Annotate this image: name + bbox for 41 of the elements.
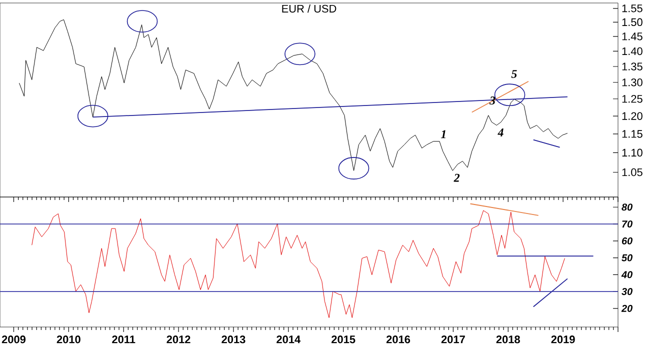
x-tick-label: 2012 xyxy=(166,336,190,344)
x-tick-label: 2016 xyxy=(386,336,410,344)
x-tick-label: 2019 xyxy=(551,336,575,344)
point xyxy=(77,104,108,128)
annotation: 5 xyxy=(511,70,517,78)
y-tick-label: 1.20 xyxy=(622,112,642,120)
y-tick-label: 1.30 xyxy=(622,78,642,86)
x-tick-label: 2017 xyxy=(441,336,465,344)
point xyxy=(494,84,526,106)
y-tick-label: 1.25 xyxy=(622,95,642,103)
x-tick-label: 2009 xyxy=(2,336,26,344)
y-tick-label: 1.50 xyxy=(622,18,642,26)
annotation: 1 xyxy=(440,130,446,138)
y-tick-label: 20 xyxy=(621,304,633,312)
line-series xyxy=(32,210,565,318)
y-tick-label: 40 xyxy=(621,271,633,278)
y-tick-label: 1.05 xyxy=(622,168,642,176)
point xyxy=(126,10,158,33)
y-tick-label: 1.45 xyxy=(622,32,642,40)
y-tick-label: 1.35 xyxy=(622,62,642,70)
x-tick-label: 2010 xyxy=(56,336,80,344)
y-tick-label: 70 xyxy=(622,220,633,228)
x-tick-label: 2011 xyxy=(112,336,136,344)
annotation: 2 xyxy=(454,174,460,182)
x-tick-label: 2014 xyxy=(276,336,301,344)
y-tick-label: 1.55 xyxy=(622,4,642,12)
y-tick-label: 80 xyxy=(622,204,633,211)
annotation: 4 xyxy=(498,128,504,136)
line-series xyxy=(18,19,568,171)
y-tick-label: 50 xyxy=(622,254,633,262)
x-tick-label: 2015 xyxy=(332,336,356,344)
x-tick-label: 2013 xyxy=(222,336,246,344)
point xyxy=(338,157,370,180)
x-tick-label: 2018 xyxy=(496,336,520,344)
point xyxy=(284,42,316,66)
y-tick-label: 1.10 xyxy=(622,148,642,157)
y-tick-label: 60 xyxy=(622,237,633,244)
y-tick-label: 1.15 xyxy=(622,130,642,138)
y-tick-label: 1.40 xyxy=(622,47,642,56)
y-tick-label: 30 xyxy=(622,288,633,296)
chart-title: EUR / USD xyxy=(282,4,336,13)
